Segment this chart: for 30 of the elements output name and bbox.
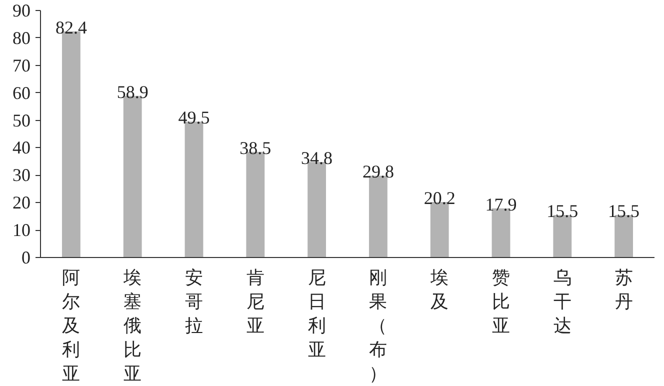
x-tick-label: 赞比亚 [492,268,510,336]
data-label: 38.5 [240,138,272,158]
y-tick-label: 90 [12,0,30,20]
x-tick-label: 安哥拉 [185,268,203,336]
data-label: 29.8 [362,162,394,182]
x-tick-label: 阿尔及利亚 [62,268,80,384]
y-tick-label: 50 [12,110,30,130]
x-tick-label: 苏丹 [614,268,633,312]
data-label: 15.5 [546,200,578,221]
x-tick-label: 肯尼亚 [246,268,264,336]
y-tick-label: 60 [12,82,30,103]
y-tick-label: 70 [12,55,30,76]
y-tick-label: 20 [12,192,30,213]
data-label: 15.5 [608,200,640,221]
x-tick-label: 乌干达 [553,268,572,336]
y-tick-label: 0 [22,248,30,268]
data-label: 17.9 [485,194,517,214]
y-tick-label: 10 [12,220,30,240]
y-tick-label: 40 [12,138,30,158]
x-tick-label: 埃及 [430,268,449,312]
data-label: 34.8 [301,148,333,168]
x-tick-label: 刚果（布） [369,268,388,384]
y-tick-label: 30 [12,165,30,186]
data-label: 49.5 [178,108,210,128]
data-label: 20.2 [424,188,456,208]
data-label: 58.9 [116,82,148,102]
data-label: 82.4 [55,17,87,38]
x-tick-label: 埃塞俄比亚 [122,268,142,384]
y-tick-label: 80 [12,28,30,48]
x-tick-label: 尼日利亚 [308,268,326,360]
